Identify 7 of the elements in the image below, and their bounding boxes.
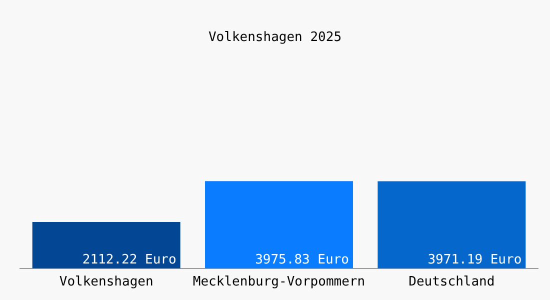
x-tick-label: Deutschland	[408, 274, 495, 290]
x-tick-label: Volkenshagen	[59, 274, 154, 290]
x-tick-label: Mecklenburg-Vorpommern	[192, 274, 366, 290]
data-label: 3975.83 Euro	[255, 252, 349, 268]
data-label: 3971.19 Euro	[428, 252, 522, 268]
data-label: 2112.22 Euro	[82, 252, 176, 268]
chart-title: Volkenshagen 2025	[208, 30, 342, 46]
